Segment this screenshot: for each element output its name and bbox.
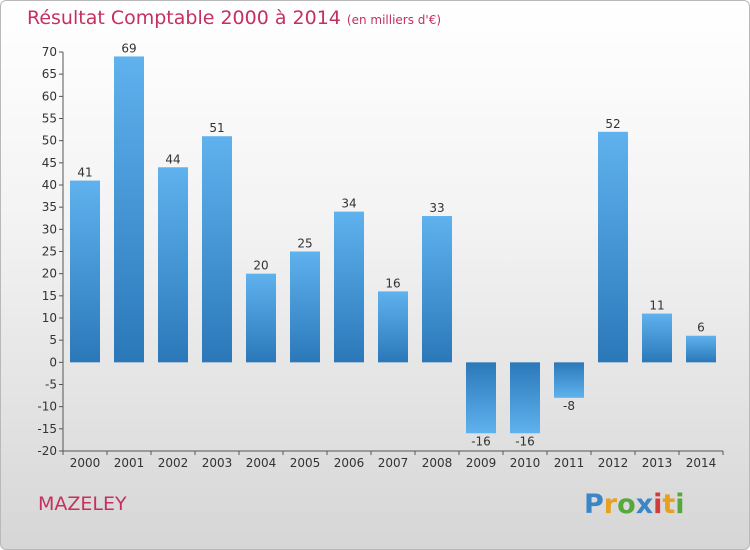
y-tick-label: 35 [42, 200, 57, 214]
bar [70, 180, 100, 363]
bar [466, 362, 496, 434]
logo-letter: i [675, 489, 685, 520]
bar [334, 211, 364, 363]
logo-letter: P [584, 489, 604, 520]
bar [378, 291, 408, 363]
bars [70, 56, 716, 434]
y-tick-label: 25 [42, 245, 57, 259]
bar [202, 136, 232, 363]
bar [246, 273, 276, 363]
bar [598, 131, 628, 363]
logo-letter: r [603, 489, 618, 520]
y-tick-label: 50 [42, 134, 57, 148]
bar [290, 251, 320, 363]
y-tick-label: 30 [42, 222, 57, 236]
x-tick-label: 2004 [246, 456, 277, 470]
x-tick-label: 2008 [422, 456, 453, 470]
data-label: -16 [471, 434, 491, 448]
data-labels: 41 69 44 51 20 25 34 16 33 -16 -16 -8 52 11 6 [77, 41, 704, 448]
y-tick-label: 5 [49, 333, 57, 347]
data-label: 69 [121, 41, 136, 55]
proxiti-logo: Proxiti [584, 489, 685, 520]
y-tick-label: -10 [37, 400, 57, 414]
x-tick-label: 2005 [290, 456, 321, 470]
y-tick-label: 40 [42, 178, 57, 192]
y-tick-label: 60 [42, 89, 57, 103]
data-label: 51 [209, 121, 224, 135]
chart-title: Résultat Comptable 2000 à 2014 (en millie… [27, 7, 441, 29]
x-tick-label: 2001 [114, 456, 145, 470]
logo-letter: t [662, 489, 676, 520]
bar [686, 335, 716, 363]
bar [510, 362, 540, 434]
x-tick-label: 2012 [598, 456, 629, 470]
y-tick-label: 65 [42, 67, 57, 81]
data-label: 6 [697, 321, 705, 335]
data-label: -16 [515, 434, 535, 448]
x-tick-label: 2014 [686, 456, 717, 470]
data-label: 34 [341, 197, 356, 211]
y-tick-label: -15 [37, 422, 57, 436]
logo-letter: x [635, 489, 654, 520]
data-label: 25 [297, 237, 312, 251]
bar [114, 56, 144, 363]
x-tick-label: 2007 [378, 456, 409, 470]
x-tick-label: 2002 [158, 456, 189, 470]
data-label: -8 [563, 399, 575, 413]
bar [422, 216, 452, 363]
y-tick-label: 55 [42, 112, 57, 126]
data-label: 52 [605, 117, 620, 131]
y-tick-label: 0 [49, 355, 57, 369]
bar [642, 313, 672, 363]
logo-letter: i [653, 489, 663, 520]
y-tick-label: -5 [45, 378, 57, 392]
x-tick-label: 2009 [466, 456, 497, 470]
bar [158, 167, 188, 363]
y-tick-label: -20 [37, 444, 57, 458]
y-tick-label: 20 [42, 267, 57, 281]
data-label: 33 [429, 201, 444, 215]
x-tick-label: 2000 [70, 456, 101, 470]
x-tick-label: 2010 [510, 456, 541, 470]
y-tick-label: 15 [42, 289, 57, 303]
x-tick-label: 2006 [334, 456, 365, 470]
y-tick-label: 70 [42, 45, 57, 59]
x-tick-label: 2011 [554, 456, 585, 470]
location-name: MAZELEY [38, 493, 127, 515]
data-label: 41 [77, 166, 92, 180]
bar [554, 362, 584, 398]
y-tick-label: 45 [42, 156, 57, 170]
data-label: 44 [165, 152, 180, 166]
data-label: 16 [385, 276, 400, 290]
logo-letter: o [617, 489, 636, 520]
chart-subtitle: (en milliers d'€) [346, 13, 442, 27]
axes: 7065605550454035302520151050-5-10-15-202… [37, 45, 724, 470]
data-label: 11 [649, 299, 664, 313]
data-label: 20 [253, 259, 268, 273]
y-tick-label: 10 [42, 311, 57, 325]
x-tick-label: 2003 [202, 456, 233, 470]
x-tick-label: 2013 [642, 456, 673, 470]
chart-title-text: Résultat Comptable 2000 à 2014 [27, 7, 341, 29]
